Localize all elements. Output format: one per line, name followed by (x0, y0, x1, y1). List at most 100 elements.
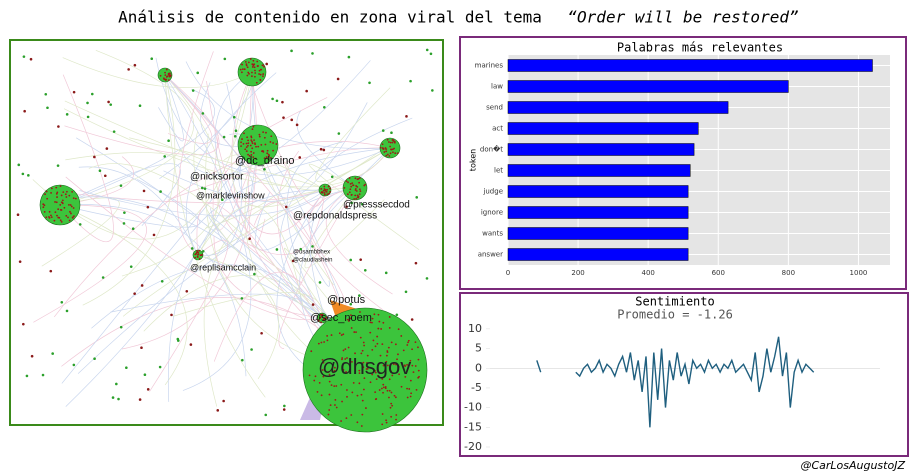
node (250, 139, 253, 142)
y-tick-label: answer (478, 251, 503, 259)
edge (213, 235, 323, 319)
node (133, 63, 137, 67)
node (377, 374, 379, 377)
node (275, 99, 279, 103)
node (348, 191, 351, 194)
node (176, 337, 180, 341)
node (56, 191, 59, 194)
node (265, 156, 268, 158)
node (163, 78, 166, 81)
node (253, 139, 255, 142)
edge (315, 87, 391, 183)
node (119, 325, 123, 329)
node (23, 109, 26, 113)
node (241, 138, 243, 140)
node (350, 201, 354, 205)
node (383, 151, 386, 153)
node (417, 346, 419, 349)
node (317, 342, 320, 345)
node (425, 48, 429, 52)
node (357, 178, 360, 180)
node (381, 423, 384, 426)
node (258, 135, 261, 138)
node (386, 138, 389, 141)
node (388, 396, 390, 399)
node (262, 131, 265, 133)
y-axis-label: token (469, 149, 478, 171)
edge (245, 68, 326, 207)
node (111, 396, 115, 399)
node (72, 207, 75, 209)
node (71, 216, 74, 219)
node (340, 383, 343, 386)
node (366, 354, 369, 357)
node (266, 152, 269, 155)
node (322, 375, 325, 378)
node (248, 154, 251, 157)
node (371, 321, 373, 324)
node (358, 294, 361, 297)
node (160, 279, 164, 283)
node (374, 371, 377, 374)
y-tick-label: -15 (464, 420, 482, 433)
node (387, 346, 390, 349)
node (30, 354, 34, 358)
node (305, 89, 308, 93)
node (252, 156, 255, 159)
node (223, 57, 227, 61)
node (271, 97, 274, 101)
edge (278, 187, 356, 349)
node (415, 389, 418, 391)
node (222, 135, 226, 139)
node (22, 55, 26, 58)
page-quote: “Order will be restored” (567, 8, 798, 27)
y-tick-label: let (494, 167, 503, 175)
node (411, 364, 414, 367)
node (185, 289, 189, 293)
y-tick-label: judge (482, 188, 503, 196)
edge (59, 204, 188, 386)
node (366, 361, 368, 364)
node (320, 187, 323, 190)
edge (59, 204, 247, 377)
node (266, 149, 269, 152)
node (411, 348, 413, 351)
node (355, 197, 358, 200)
node (360, 352, 363, 355)
node (73, 215, 75, 218)
node (21, 172, 25, 176)
edge (53, 141, 391, 318)
node (374, 391, 377, 394)
node (101, 276, 105, 279)
node (324, 318, 327, 321)
node (350, 314, 352, 316)
node (262, 73, 265, 75)
network-label: @presssecdod (343, 200, 410, 211)
node (322, 319, 325, 321)
node (359, 311, 361, 313)
node (42, 203, 45, 206)
node (384, 271, 388, 275)
y-tick-label: 5 (475, 342, 482, 355)
node (328, 380, 331, 383)
node (194, 256, 197, 259)
node (258, 69, 261, 72)
node (390, 370, 392, 373)
node (392, 363, 395, 366)
node (163, 155, 166, 158)
node (251, 147, 254, 150)
bar (507, 143, 695, 156)
node (381, 143, 384, 146)
node (340, 420, 342, 422)
node (63, 206, 66, 209)
node (262, 150, 265, 153)
node (386, 364, 389, 367)
node (142, 189, 146, 193)
node (388, 389, 391, 392)
node (412, 371, 415, 374)
node (270, 156, 272, 159)
node (379, 146, 382, 149)
node (342, 369, 345, 371)
node (247, 153, 249, 156)
